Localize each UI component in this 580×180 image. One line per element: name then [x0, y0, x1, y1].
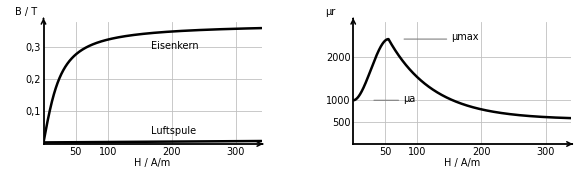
- Text: Luftspule: Luftspule: [151, 125, 197, 136]
- Text: μmax: μmax: [451, 32, 479, 42]
- Text: B / T: B / T: [15, 7, 37, 17]
- Text: μr: μr: [325, 7, 335, 17]
- Text: μa: μa: [403, 94, 415, 104]
- X-axis label: H / A/m: H / A/m: [444, 158, 480, 168]
- X-axis label: H / A/m: H / A/m: [135, 158, 171, 168]
- Text: Eisenkern: Eisenkern: [151, 41, 199, 51]
